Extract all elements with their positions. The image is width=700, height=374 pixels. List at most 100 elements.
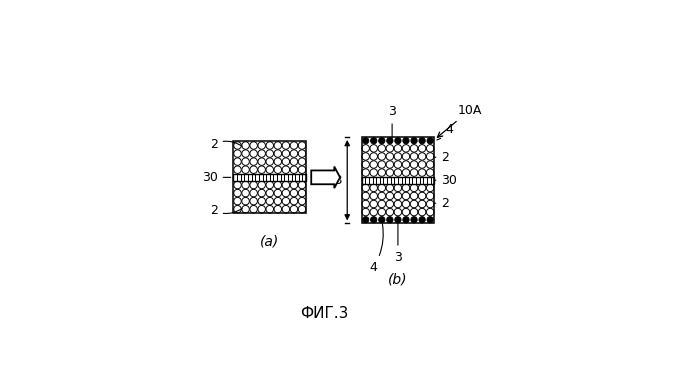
Circle shape — [250, 189, 258, 197]
Circle shape — [362, 161, 370, 168]
Bar — [234, 174, 306, 181]
Text: 3: 3 — [389, 105, 396, 138]
Text: 3: 3 — [394, 223, 402, 264]
Circle shape — [370, 200, 377, 208]
Circle shape — [274, 166, 281, 174]
Circle shape — [427, 217, 433, 223]
Circle shape — [426, 153, 434, 160]
Circle shape — [410, 192, 418, 200]
Circle shape — [258, 181, 265, 189]
Circle shape — [378, 208, 386, 216]
Circle shape — [266, 158, 274, 165]
Circle shape — [379, 138, 385, 144]
Circle shape — [370, 161, 377, 168]
Circle shape — [402, 153, 409, 160]
Circle shape — [378, 192, 386, 200]
Circle shape — [298, 181, 306, 189]
Circle shape — [402, 184, 409, 191]
Circle shape — [274, 158, 281, 165]
Text: (b): (b) — [389, 272, 407, 286]
Circle shape — [362, 153, 370, 160]
Circle shape — [274, 205, 281, 213]
Circle shape — [419, 208, 426, 216]
Circle shape — [378, 161, 386, 168]
Circle shape — [363, 138, 369, 144]
Text: 30: 30 — [434, 174, 457, 187]
Circle shape — [419, 169, 426, 176]
Text: (a): (a) — [260, 235, 279, 249]
Circle shape — [386, 208, 393, 216]
Circle shape — [241, 197, 249, 205]
Circle shape — [290, 158, 298, 165]
Circle shape — [274, 142, 281, 149]
Text: 4: 4 — [437, 123, 454, 140]
Circle shape — [250, 166, 258, 174]
Circle shape — [370, 153, 377, 160]
Circle shape — [427, 138, 433, 144]
Circle shape — [363, 217, 369, 223]
Circle shape — [426, 169, 434, 176]
Circle shape — [282, 189, 290, 197]
Circle shape — [410, 153, 418, 160]
Circle shape — [290, 142, 298, 149]
Circle shape — [419, 217, 426, 223]
Circle shape — [290, 166, 298, 174]
Circle shape — [402, 208, 409, 216]
Circle shape — [370, 169, 377, 176]
Circle shape — [250, 197, 258, 205]
Circle shape — [394, 169, 402, 176]
Circle shape — [419, 145, 426, 152]
Circle shape — [426, 208, 434, 216]
Circle shape — [282, 166, 290, 174]
Circle shape — [290, 150, 298, 157]
Circle shape — [410, 145, 418, 152]
Circle shape — [298, 166, 306, 174]
Circle shape — [386, 169, 393, 176]
Text: 2: 2 — [210, 138, 242, 151]
Circle shape — [402, 192, 409, 200]
Circle shape — [394, 184, 402, 191]
Circle shape — [378, 145, 386, 152]
Circle shape — [402, 161, 409, 168]
Circle shape — [266, 150, 274, 157]
Circle shape — [402, 138, 409, 144]
Circle shape — [410, 208, 418, 216]
Circle shape — [410, 169, 418, 176]
Circle shape — [362, 200, 370, 208]
Circle shape — [419, 138, 426, 144]
Circle shape — [386, 192, 393, 200]
Circle shape — [386, 153, 393, 160]
Circle shape — [258, 166, 265, 174]
Circle shape — [402, 145, 409, 152]
Text: D3: D3 — [326, 174, 343, 187]
Circle shape — [410, 200, 418, 208]
Circle shape — [370, 192, 377, 200]
Circle shape — [250, 205, 258, 213]
Circle shape — [241, 205, 249, 213]
Circle shape — [394, 145, 402, 152]
Text: 2: 2 — [210, 204, 242, 217]
Circle shape — [378, 153, 386, 160]
Circle shape — [378, 200, 386, 208]
Circle shape — [362, 184, 370, 191]
Circle shape — [298, 205, 306, 213]
Circle shape — [266, 197, 274, 205]
Circle shape — [386, 145, 393, 152]
Circle shape — [402, 217, 409, 223]
Circle shape — [234, 189, 241, 197]
Text: ФИГ.3: ФИГ.3 — [300, 306, 349, 321]
Circle shape — [298, 197, 306, 205]
Circle shape — [370, 184, 377, 191]
Circle shape — [241, 150, 249, 157]
Circle shape — [395, 138, 401, 144]
Circle shape — [362, 169, 370, 176]
Circle shape — [394, 200, 402, 208]
Circle shape — [234, 150, 241, 157]
Circle shape — [234, 181, 241, 189]
Circle shape — [378, 184, 386, 191]
Circle shape — [290, 197, 298, 205]
Circle shape — [250, 181, 258, 189]
Circle shape — [426, 145, 434, 152]
Circle shape — [386, 161, 393, 168]
Bar — [234, 141, 306, 213]
